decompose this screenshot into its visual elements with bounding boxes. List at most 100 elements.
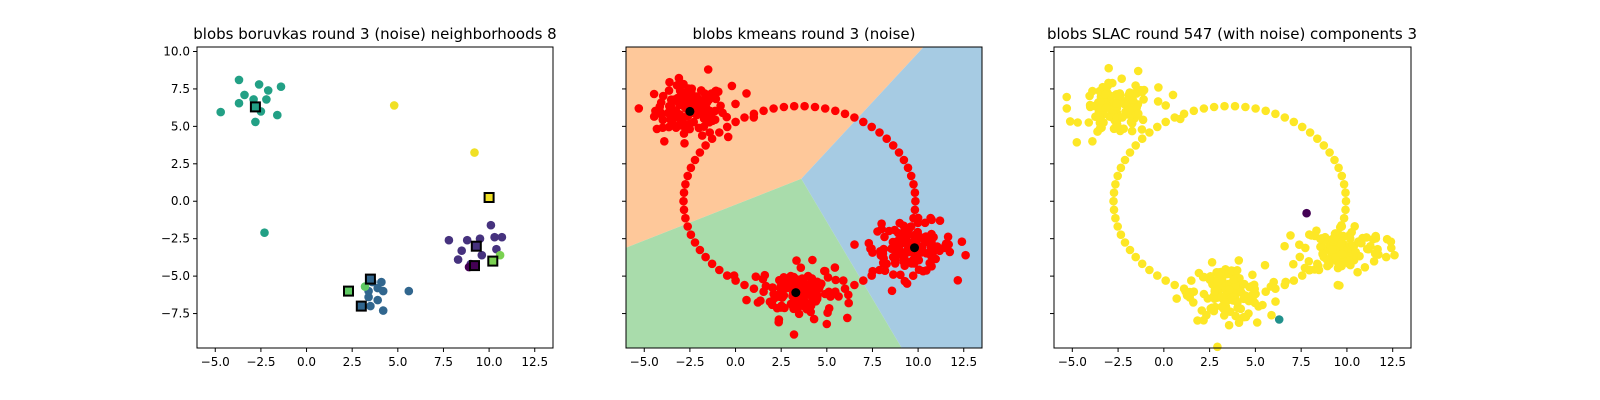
data-point [1234, 318, 1244, 328]
data-point [477, 250, 487, 260]
data-point [1161, 276, 1170, 285]
data-point [906, 257, 916, 267]
y-tick-label: 10.0 [163, 44, 190, 58]
data-point [727, 81, 737, 91]
data-point [680, 139, 689, 148]
data-point [1214, 270, 1223, 279]
data-point [694, 123, 704, 133]
data-point [1243, 293, 1253, 302]
data-point [1109, 188, 1119, 197]
data-point [1295, 252, 1305, 262]
y-tick-label: 5.0 [171, 119, 190, 133]
data-point [910, 205, 920, 215]
data-point [1139, 95, 1148, 104]
data-point [1088, 137, 1097, 146]
data-point [945, 247, 955, 257]
data-point [1119, 124, 1128, 133]
data-point [859, 117, 868, 127]
data-point [800, 101, 809, 111]
data-point [1328, 245, 1337, 254]
data-point [1224, 320, 1234, 330]
data-point [658, 91, 668, 101]
data-point [895, 218, 904, 228]
data-point [1185, 293, 1194, 302]
data-point [373, 295, 383, 305]
data-point [932, 242, 942, 251]
data-point [1341, 205, 1350, 215]
data-point [1101, 89, 1110, 99]
x-tick-label: −2.5 [246, 355, 275, 369]
data-point [679, 188, 689, 197]
data-point [697, 131, 707, 140]
data-point [822, 319, 832, 329]
data-point [686, 163, 696, 173]
data-point [1297, 122, 1307, 132]
data-point [890, 244, 900, 254]
data-point [1316, 242, 1325, 252]
data-point [1168, 90, 1178, 100]
data-point [1229, 275, 1238, 285]
cluster-center-marker [791, 288, 801, 298]
cluster-center-marker [685, 106, 695, 116]
data-point [1271, 297, 1280, 306]
y-axis-ticks: 10.0 7.5 5.0 2.5 0.0 −2.5 −5.0 −7.5 [161, 44, 197, 321]
data-point [742, 295, 751, 305]
data-point [1295, 240, 1304, 249]
data-point [899, 257, 908, 267]
data-point [1202, 310, 1211, 320]
data-point [789, 275, 799, 284]
data-point [649, 89, 659, 99]
data-point [690, 238, 700, 247]
data-point [665, 77, 674, 87]
data-point [796, 263, 806, 273]
data-point [1337, 171, 1347, 181]
data-point [681, 213, 690, 223]
data-point [716, 101, 725, 111]
data-point [1261, 106, 1270, 116]
data-point [798, 295, 808, 305]
data-point [894, 148, 904, 157]
data-point [751, 272, 761, 282]
data-point [1339, 180, 1349, 189]
data-point [1072, 138, 1082, 147]
data-point [777, 285, 787, 295]
x-tick-label: 12.5 [950, 355, 977, 369]
cluster-center-marker [483, 192, 495, 203]
data-point [900, 224, 910, 234]
data-point [671, 110, 681, 120]
data-point [470, 148, 479, 157]
data-point [1062, 92, 1071, 102]
data-point [1371, 231, 1380, 241]
data-point [718, 108, 727, 118]
data-point [1189, 106, 1199, 116]
data-point [1109, 205, 1119, 215]
data-point [913, 218, 923, 228]
data-point [929, 232, 938, 242]
data-point [899, 155, 909, 165]
data-point [1116, 230, 1126, 239]
data-point [1217, 302, 1227, 312]
data-point [961, 250, 970, 260]
data-point [1153, 122, 1162, 132]
cluster-center-marker [355, 300, 367, 312]
data-point [823, 308, 832, 318]
axes-frame [1053, 46, 1412, 349]
data-point [486, 220, 496, 230]
x-tick-label: 2.5 [772, 355, 791, 369]
data-point [722, 122, 732, 132]
data-point [844, 298, 853, 308]
data-point [843, 313, 852, 323]
data-point [462, 235, 472, 245]
data-point [674, 73, 684, 83]
y-axis-ticks [1050, 50, 1054, 315]
data-point [672, 81, 682, 90]
data-point [634, 104, 644, 113]
data-point [1337, 221, 1346, 230]
data-point [1125, 245, 1135, 255]
data-point [909, 180, 918, 189]
data-point [1137, 125, 1147, 134]
data-point [826, 292, 835, 301]
y-tick-label: −7.5 [161, 307, 190, 321]
data-point [1145, 128, 1154, 137]
data-point [1286, 231, 1295, 240]
